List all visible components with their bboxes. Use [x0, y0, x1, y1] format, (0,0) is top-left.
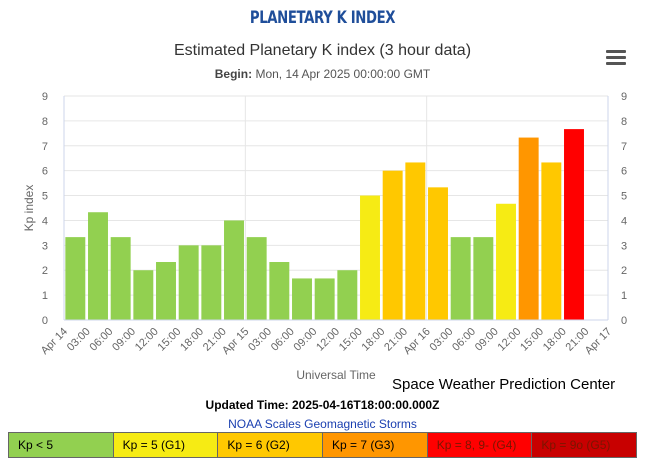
x-tick-label: 15:00	[337, 326, 365, 354]
x-tick-label: Apr 14	[39, 326, 70, 357]
y-tick-label-right: 2	[621, 265, 627, 277]
updated-time: Updated Time: 2025-04-16T18:00:00.000Z	[205, 398, 440, 412]
kp-bar	[382, 170, 403, 320]
x-tick-label: 06:00	[269, 326, 297, 354]
page-title: PLANETARY K INDEX	[249, 8, 396, 28]
x-tick-label: 09:00	[473, 326, 501, 354]
kp-bar	[178, 245, 199, 320]
y-tick-label-left: 8	[42, 116, 48, 128]
noaa-scales-title: NOAA Scales Geomagnetic Storms	[228, 417, 417, 431]
chart-subtitle: Begin: Mon, 14 Apr 2025 00:00:00 GMT	[0, 67, 645, 81]
x-axis-title: Universal Time	[296, 368, 376, 382]
kp-bar	[360, 195, 380, 320]
kp-bar	[110, 237, 131, 320]
kp-bar	[292, 278, 312, 320]
legend-item: Kp = 7 (G3)	[323, 433, 428, 457]
x-tick-label: 09:00	[292, 326, 320, 354]
chart-title: Estimated Planetary K index (3 hour data…	[173, 42, 472, 59]
y-tick-label-left: 7	[42, 141, 48, 153]
x-tick-label: 12:00	[314, 326, 342, 354]
legend-item: Kp = 8, 9- (G4)	[427, 433, 533, 457]
y-tick-label-left: 2	[42, 265, 48, 277]
kp-bar	[518, 137, 539, 320]
kp-bar	[541, 162, 562, 320]
x-tick-label: 12:00	[496, 326, 524, 354]
storm-scale-legend: Kp < 5 Kp = 5 (G1) Kp = 6 (G2) Kp = 7 (G3) K…	[8, 432, 637, 458]
kp-bar	[246, 237, 267, 320]
y-tick-label-left: 1	[42, 290, 48, 302]
kp-bar	[133, 270, 154, 320]
kp-bar	[65, 237, 86, 320]
x-tick-label: 09:00	[110, 326, 138, 354]
legend-item: Kp = 6 (G2)	[218, 433, 324, 457]
kp-bar	[337, 270, 358, 320]
y-tick-label-left: 3	[42, 240, 48, 252]
x-tick-label: 03:00	[65, 326, 93, 354]
kp-bar	[156, 262, 176, 320]
y-tick-label-left: 0	[42, 315, 48, 327]
y-tick-label-left: 9	[42, 91, 48, 103]
kp-bar	[428, 187, 448, 320]
y-tick-label-right: 0	[621, 315, 627, 327]
x-tick-label: 15:00	[156, 326, 184, 354]
kp-bar	[450, 237, 471, 320]
x-tick-label: 03:00	[246, 326, 274, 354]
y-tick-label-right: 4	[621, 215, 627, 227]
kp-bar	[201, 245, 222, 320]
kp-bar	[496, 203, 516, 320]
y-tick-label-left: 6	[42, 166, 48, 178]
y-tick-label-right: 5	[621, 191, 627, 203]
x-tick-label: 18:00	[178, 326, 206, 354]
y-tick-label-right: 8	[621, 116, 627, 128]
y-axis-title: Kp index	[22, 185, 36, 232]
kp-bar	[473, 237, 494, 320]
y-tick-label-right: 3	[621, 240, 627, 252]
kp-bar	[88, 212, 108, 320]
x-tick-label: 12:00	[133, 326, 161, 354]
x-tick-label: 18:00	[541, 326, 569, 354]
y-tick-label-left: 5	[42, 191, 48, 203]
y-tick-label-right: 1	[621, 290, 627, 302]
legend-item: Kp < 5	[9, 433, 114, 457]
kp-bar	[405, 162, 426, 320]
x-tick-label: 03:00	[428, 326, 456, 354]
legend-item: Kp = 9o (G5)	[532, 433, 637, 457]
chart-menu-icon[interactable]	[606, 50, 626, 66]
kp-bar	[224, 220, 244, 320]
x-tick-label: 15:00	[518, 326, 546, 354]
kp-bar	[269, 262, 290, 320]
x-tick-label: 06:00	[450, 326, 478, 354]
begin-value: Mon, 14 Apr 2025 00:00:00 GMT	[255, 67, 431, 81]
x-tick-label: 06:00	[88, 326, 116, 354]
y-tick-label-left: 4	[42, 215, 48, 227]
y-tick-label-right: 9	[621, 91, 627, 103]
kp-bar	[314, 278, 335, 320]
y-tick-label-right: 7	[621, 141, 627, 153]
y-tick-label-right: 6	[621, 166, 627, 178]
legend-item: Kp = 5 (G1)	[113, 433, 219, 457]
kp-bar	[564, 129, 584, 320]
credit-text: Space Weather Prediction Center	[392, 376, 616, 393]
begin-label: Begin:	[214, 67, 253, 81]
x-tick-label: 18:00	[360, 326, 388, 354]
